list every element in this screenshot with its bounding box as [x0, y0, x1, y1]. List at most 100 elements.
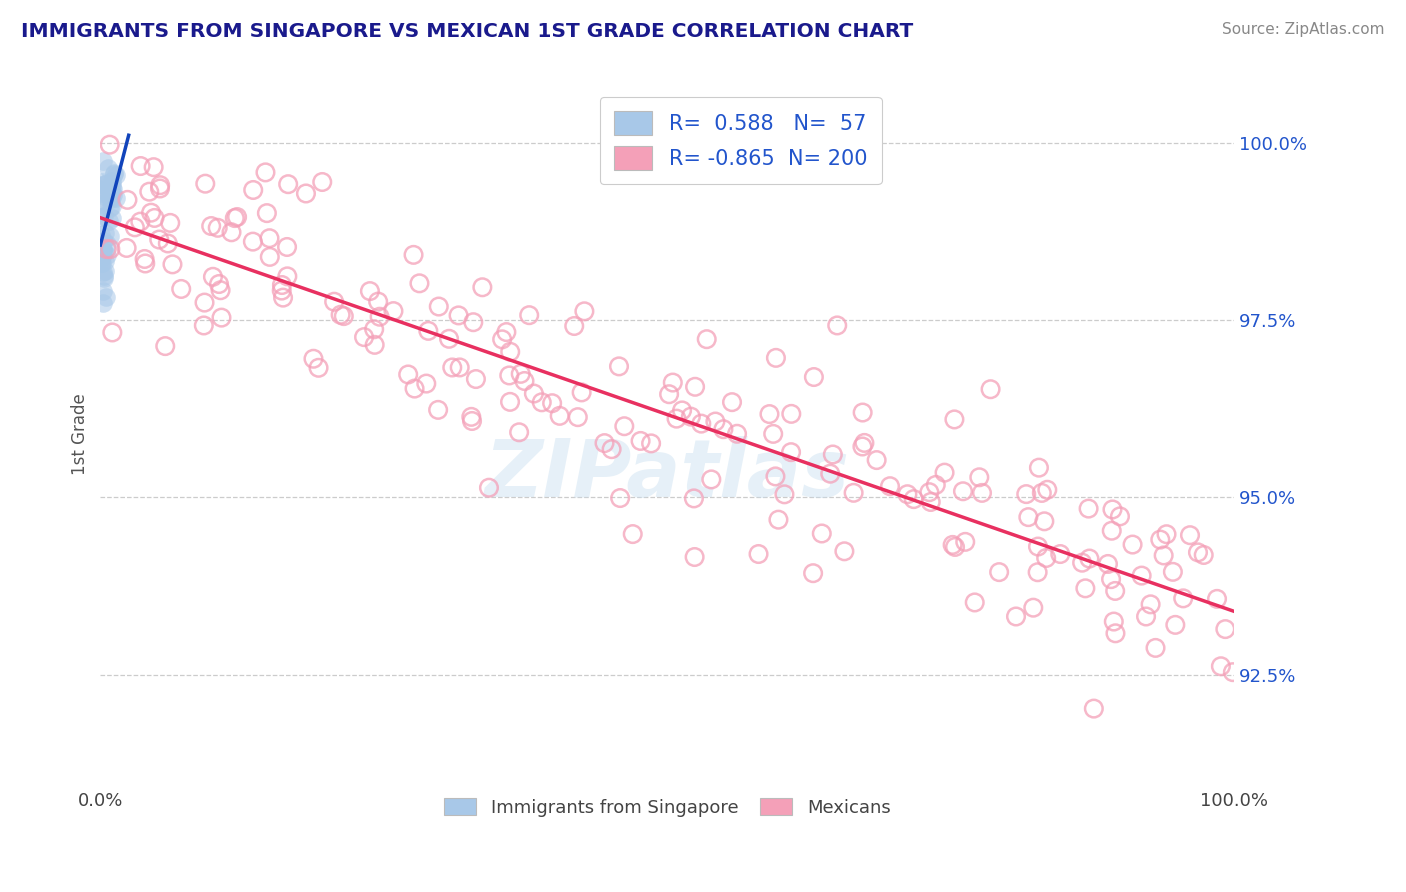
Point [1033, 514, 1056, 528]
Point [441, 360, 464, 375]
Point [1099, 572, 1122, 586]
Point [970, 486, 993, 500]
Text: ZIPatlas: ZIPatlas [485, 436, 849, 515]
Point [96, 236, 118, 251]
Point [1028, 460, 1050, 475]
Point [408, 277, 430, 291]
Point [94, 226, 117, 240]
Point [773, 487, 796, 501]
Point [93, 269, 115, 284]
Point [91, 197, 114, 211]
Point [679, 409, 702, 424]
Point [562, 318, 585, 333]
Point [513, 374, 536, 388]
Point [418, 324, 440, 338]
Point [101, 182, 124, 196]
Point [942, 538, 965, 552]
Point [640, 436, 662, 450]
Point [96, 242, 118, 256]
Point [91, 256, 114, 270]
Point [1026, 540, 1049, 554]
Point [156, 236, 179, 251]
Point [713, 422, 735, 436]
Point [571, 385, 593, 400]
Point [259, 250, 281, 264]
Point [1144, 640, 1167, 655]
Point [613, 419, 636, 434]
Point [662, 376, 685, 390]
Point [517, 308, 540, 322]
Point [461, 414, 484, 428]
Point [567, 410, 589, 425]
Point [368, 310, 391, 324]
Point [449, 360, 471, 375]
Point [295, 186, 318, 201]
Point [101, 199, 124, 213]
Point [853, 436, 876, 450]
Point [224, 211, 246, 225]
Point [725, 426, 748, 441]
Point [91, 243, 114, 257]
Point [396, 368, 419, 382]
Point [801, 566, 824, 581]
Point [208, 277, 231, 291]
Point [90, 228, 112, 243]
Point [311, 175, 333, 189]
Point [509, 367, 531, 381]
Point [90, 256, 112, 270]
Point [1104, 583, 1126, 598]
Point [704, 415, 727, 429]
Point [93, 234, 115, 248]
Point [98, 242, 121, 256]
Point [498, 368, 520, 383]
Point [98, 186, 121, 200]
Point [97, 214, 120, 228]
Point [748, 547, 770, 561]
Point [1222, 665, 1244, 680]
Point [90, 186, 112, 200]
Point [242, 183, 264, 197]
Point [382, 304, 405, 318]
Point [91, 176, 114, 190]
Point [834, 544, 856, 558]
Point [353, 330, 375, 344]
Point [104, 191, 127, 205]
Point [91, 245, 114, 260]
Point [98, 191, 121, 205]
Point [91, 295, 114, 310]
Point [463, 315, 485, 329]
Point [200, 219, 222, 233]
Point [1026, 566, 1049, 580]
Point [593, 436, 616, 450]
Text: IMMIGRANTS FROM SINGAPORE VS MEXICAN 1ST GRADE CORRELATION CHART: IMMIGRANTS FROM SINGAPORE VS MEXICAN 1ST… [21, 22, 914, 41]
Point [600, 442, 623, 457]
Point [363, 338, 385, 352]
Point [780, 445, 803, 459]
Point [1178, 528, 1201, 542]
Point [329, 308, 352, 322]
Point [101, 326, 124, 340]
Point [1104, 626, 1126, 640]
Point [943, 412, 966, 426]
Point [464, 372, 486, 386]
Point [700, 472, 723, 486]
Point [1101, 524, 1123, 538]
Point [1035, 551, 1057, 566]
Point [508, 425, 530, 440]
Point [609, 491, 631, 505]
Point [363, 322, 385, 336]
Point [101, 211, 124, 226]
Y-axis label: 1st Grade: 1st Grade [72, 392, 89, 475]
Point [803, 370, 825, 384]
Point [256, 206, 278, 220]
Point [193, 318, 215, 333]
Point [90, 250, 112, 264]
Point [302, 351, 325, 366]
Point [499, 344, 522, 359]
Point [683, 380, 706, 394]
Point [574, 304, 596, 318]
Point [142, 160, 165, 174]
Point [896, 487, 918, 501]
Point [491, 332, 513, 346]
Point [93, 178, 115, 192]
